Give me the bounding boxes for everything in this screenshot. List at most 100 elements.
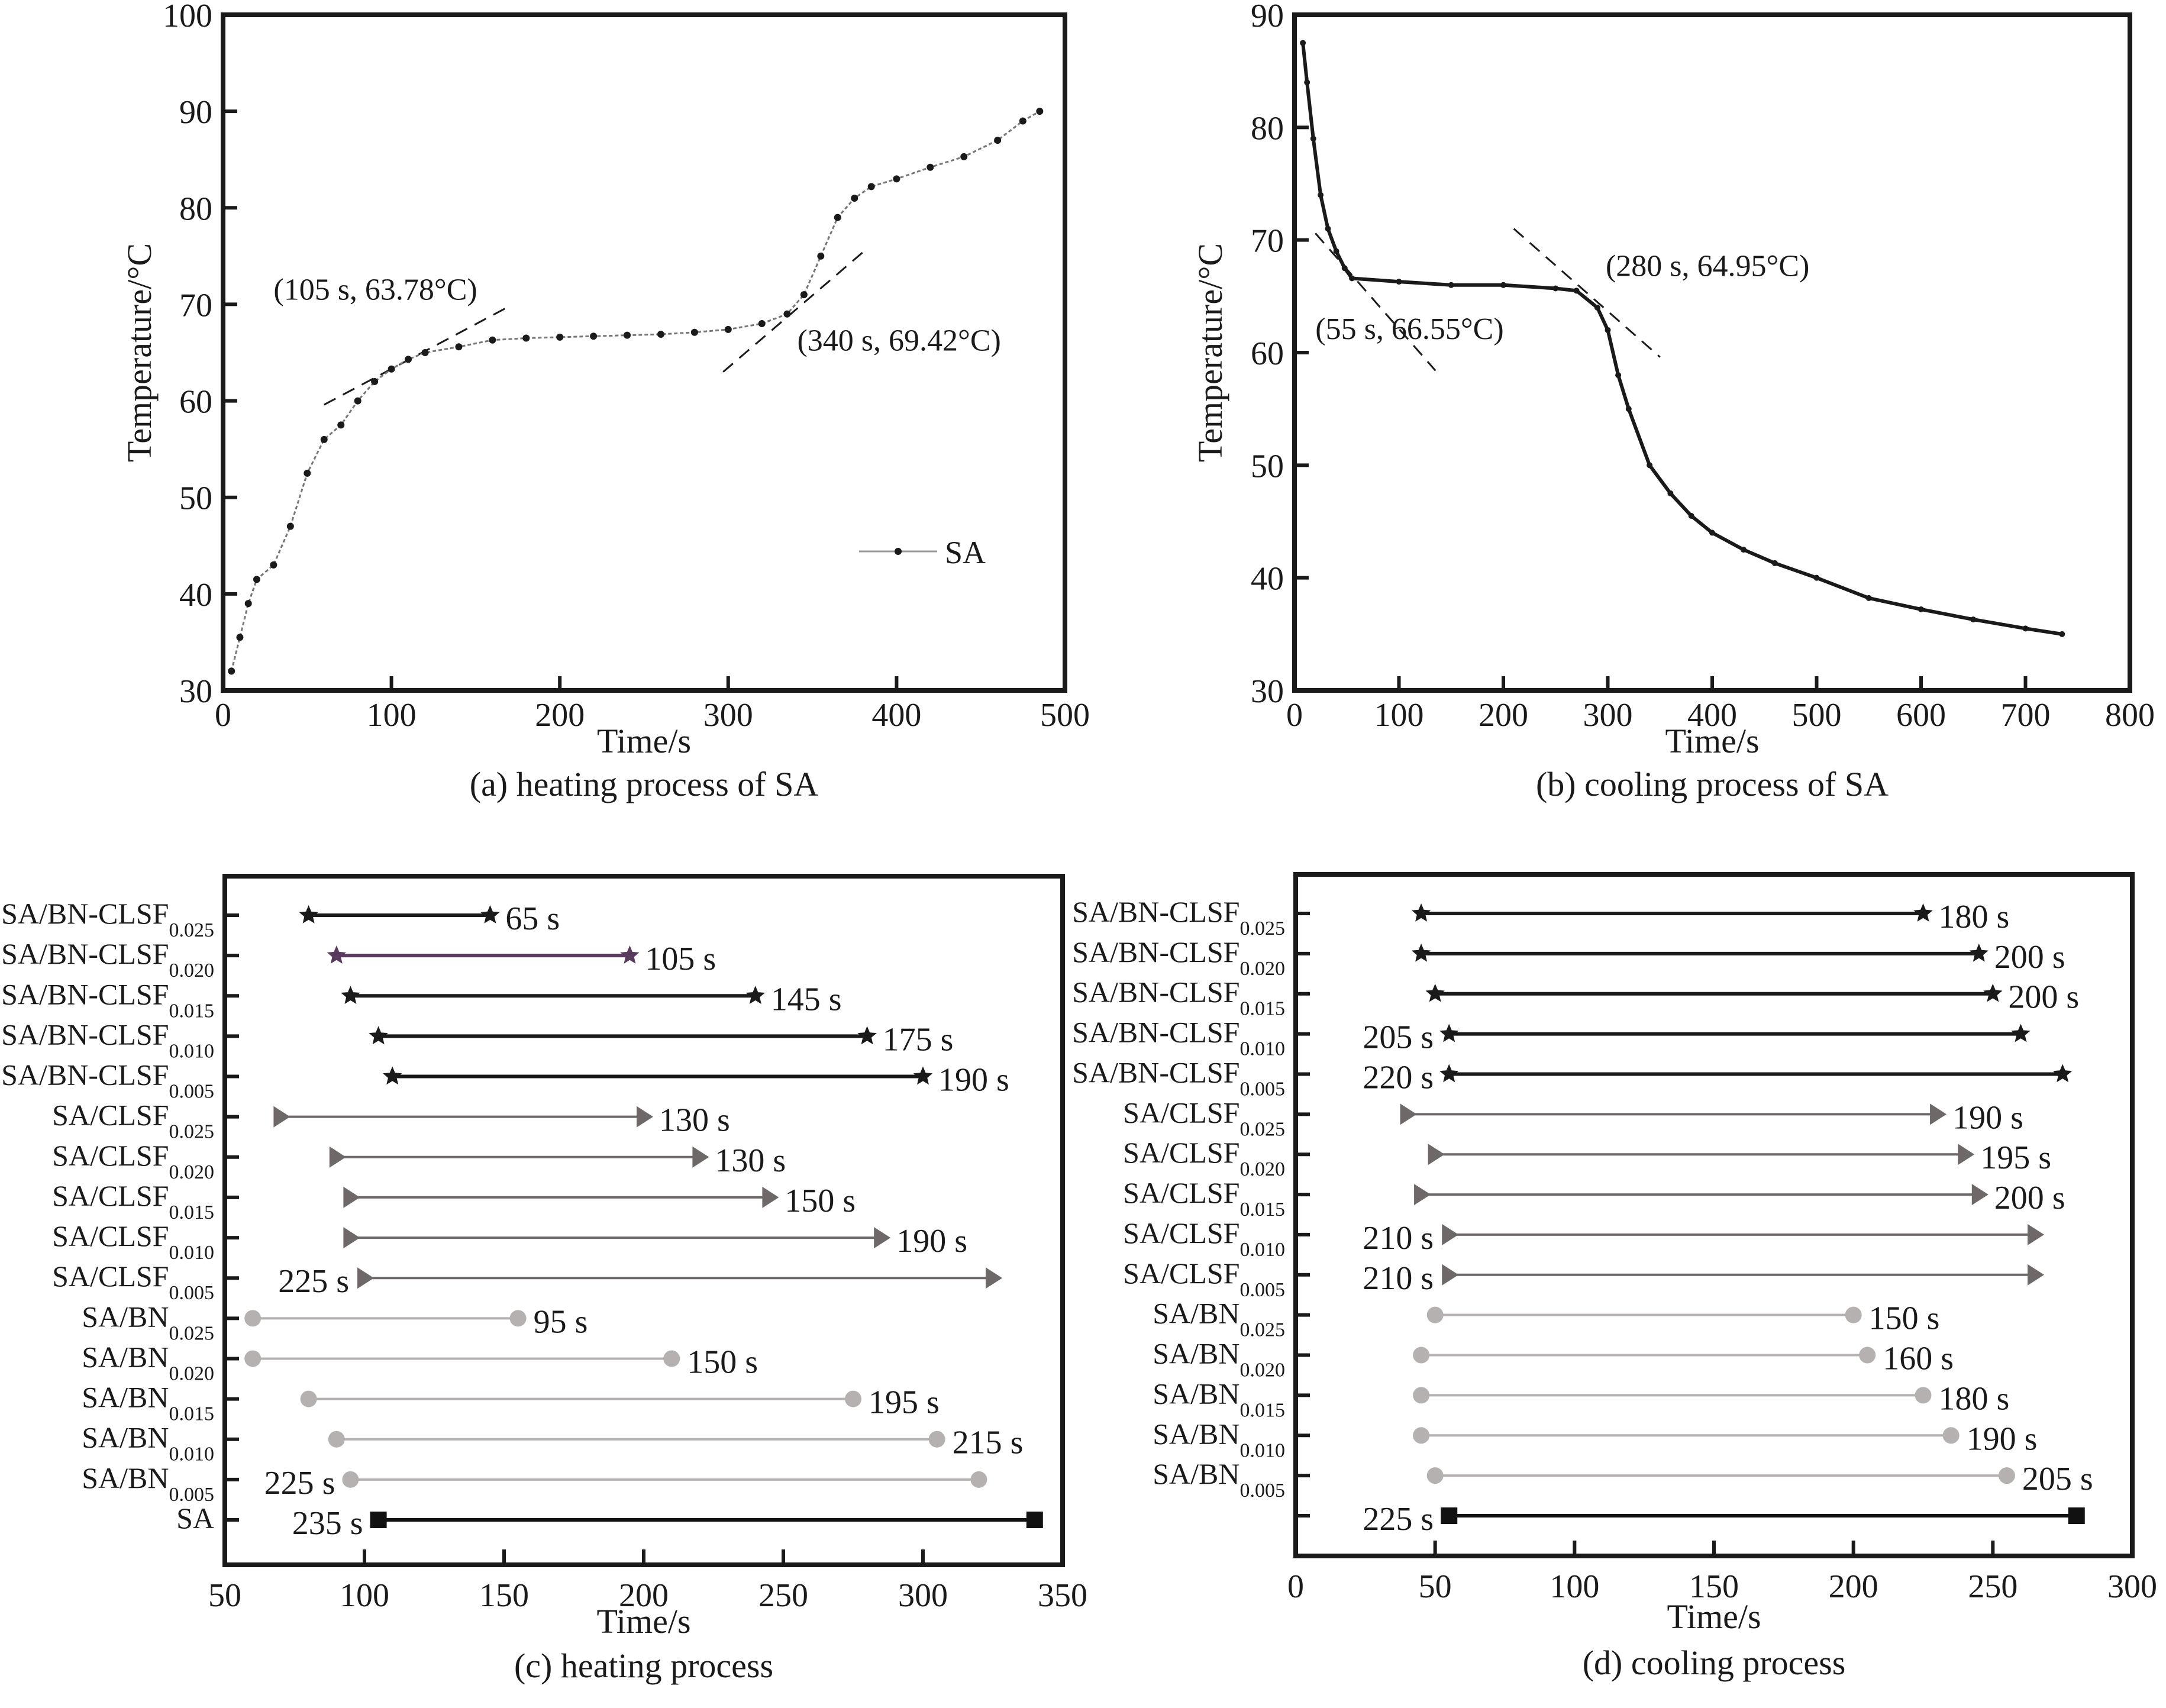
triangle-marker [692, 1146, 709, 1168]
panel-caption: (a) heating process of SA [470, 765, 819, 803]
data-point [994, 137, 1002, 144]
row-label: SA/BN-CLSF0.020 [1072, 935, 1285, 980]
row-label-name: SA/BN [82, 1421, 169, 1454]
x-tick-label: 600 [1896, 697, 1946, 734]
duration-label: 180 s [1939, 1380, 2010, 1417]
row-label-subscript: 0.025 [1240, 1118, 1286, 1140]
annotation-label: (280 s, 64.95°C) [1606, 250, 1809, 283]
panel-caption: (d) cooling process [1583, 1644, 1846, 1682]
star-marker [2011, 1023, 2031, 1042]
triangle-marker [1442, 1223, 1459, 1245]
row-label-subscript: 0.005 [1240, 1279, 1286, 1301]
duration-label: 220 s [1363, 1059, 1434, 1096]
legend-marker [895, 548, 902, 555]
row-label-name: SA/CLSF [52, 1139, 169, 1172]
annotation-label: (55 s, 66.55°C) [1315, 312, 1503, 346]
triangle-marker [874, 1227, 891, 1249]
row-label-name: SA/BN [1153, 1457, 1239, 1490]
panel-c-heating-ranges: 50 100 150 200 250 300 350 Time/s (c) heating pr… [1, 874, 1087, 1685]
range-row: SA/BN-CLSF0.020 105 s [1, 937, 716, 981]
row-label: SA/BN0.015 [1153, 1377, 1285, 1421]
y-tick-label: 30 [179, 673, 212, 710]
x-tick-label: 50 [1419, 1568, 1452, 1605]
duration-label: 95 s [534, 1303, 588, 1340]
circle-marker [663, 1350, 680, 1367]
row-label-name: SA/BN-CLSF [1072, 895, 1239, 928]
x-tick-label: 350 [1038, 1577, 1087, 1614]
data-point [960, 153, 968, 160]
range-row: SA/CLSF0.010 190 s [52, 1219, 967, 1264]
row-label-name: SA/BN-CLSF [1072, 1016, 1239, 1049]
x-tick-label: 400 [1687, 697, 1737, 734]
triangle-marker [273, 1106, 290, 1128]
triangle-marker [1971, 1184, 1989, 1206]
x-axis-title: Time/s [597, 722, 691, 760]
row-label-name: SA/CLSF [1123, 1257, 1239, 1290]
x-axis-title: Time/s [1667, 1597, 1761, 1636]
row-label-name: SA/BN [1153, 1337, 1239, 1370]
triangle-marker [1442, 1264, 1459, 1286]
circle-marker [1413, 1347, 1430, 1364]
row-label-subscript: 0.025 [1240, 918, 1286, 939]
range-row: SA/BN0.015 180 s [1153, 1377, 2009, 1421]
row-label: SA/CLSF0.005 [1123, 1257, 1285, 1301]
row-label-subscript: 0.020 [169, 1161, 215, 1183]
range-row: SA/CLSF0.025 190 s [1123, 1096, 2023, 1140]
star-marker [480, 905, 500, 924]
circle-marker [328, 1431, 345, 1448]
duration-label: 205 s [1363, 1019, 1434, 1056]
data-point [228, 667, 235, 675]
duration-label: 190 s [1952, 1099, 2023, 1136]
duration-label: 130 s [659, 1102, 730, 1139]
triangle-marker [343, 1186, 360, 1208]
data-point [1019, 117, 1026, 125]
y-tick-label: 40 [179, 577, 212, 614]
data-point [371, 377, 379, 385]
star-marker [327, 945, 346, 964]
range-row: SA/BN-CLSF0.010 205 s [1072, 1016, 2031, 1060]
row-label-subscript: 0.015 [1240, 1199, 1286, 1221]
star-marker [1983, 983, 2003, 1002]
duration-label: 190 s [896, 1223, 967, 1260]
row-label-name: SA/BN [82, 1340, 169, 1373]
triangle-marker [357, 1267, 374, 1289]
range-row: SA/CLSF0.005 210 s [1123, 1257, 2045, 1301]
duration-label: 225 s [1363, 1501, 1434, 1538]
duration-label: 200 s [1994, 1180, 2065, 1216]
data-point [405, 356, 412, 363]
star-marker [745, 986, 765, 1004]
x-tick-label: 500 [1792, 697, 1842, 734]
triangle-marker [329, 1146, 346, 1168]
triangle-marker [762, 1186, 779, 1208]
triangle-marker [2028, 1223, 2045, 1245]
x-tick-label: 0 [215, 697, 231, 734]
data-point [817, 252, 825, 260]
x-tick-label: 250 [758, 1577, 808, 1614]
duration-label: 190 s [938, 1062, 1009, 1099]
y-tick-label: 100 [163, 0, 212, 34]
x-axis-title: Time/s [1665, 722, 1759, 760]
data-point [489, 336, 496, 344]
duration-label: 130 s [715, 1142, 786, 1179]
square-marker [370, 1512, 387, 1528]
data-point [590, 332, 598, 340]
row-label: SA/BN0.020 [1153, 1337, 1285, 1381]
x-tick-label: 50 [208, 1577, 241, 1614]
row-label-name: SA/CLSF [52, 1099, 169, 1132]
row-label-name: SA/BN-CLSF [1072, 935, 1239, 968]
circle-marker [244, 1350, 262, 1367]
circle-marker [244, 1310, 262, 1327]
x-axis-title: Time/s [596, 1602, 690, 1641]
row-label-name: SA/BN-CLSF [1, 1058, 169, 1092]
data-point [304, 469, 311, 477]
range-row: SA/BN0.020 160 s [1153, 1337, 1954, 1381]
data-point [927, 163, 934, 171]
data-point [455, 343, 463, 351]
x-tick-label: 100 [1374, 697, 1424, 734]
annotation-label: (340 s, 69.42°C) [797, 324, 1000, 358]
row-label: SA/CLSF0.010 [52, 1219, 214, 1264]
data-point [758, 320, 766, 328]
row-label-subscript: 0.005 [169, 1081, 215, 1103]
duration-label: 215 s [953, 1425, 1024, 1461]
series-curve-sa [1301, 43, 2062, 636]
